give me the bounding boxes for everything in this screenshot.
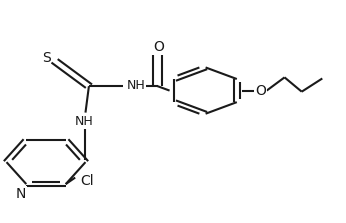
- Text: O: O: [255, 84, 266, 98]
- Text: Cl: Cl: [80, 174, 94, 188]
- Text: NH: NH: [127, 78, 146, 92]
- Text: O: O: [153, 40, 164, 54]
- Text: N: N: [16, 187, 26, 201]
- Text: S: S: [42, 51, 51, 64]
- Text: NH: NH: [74, 115, 93, 128]
